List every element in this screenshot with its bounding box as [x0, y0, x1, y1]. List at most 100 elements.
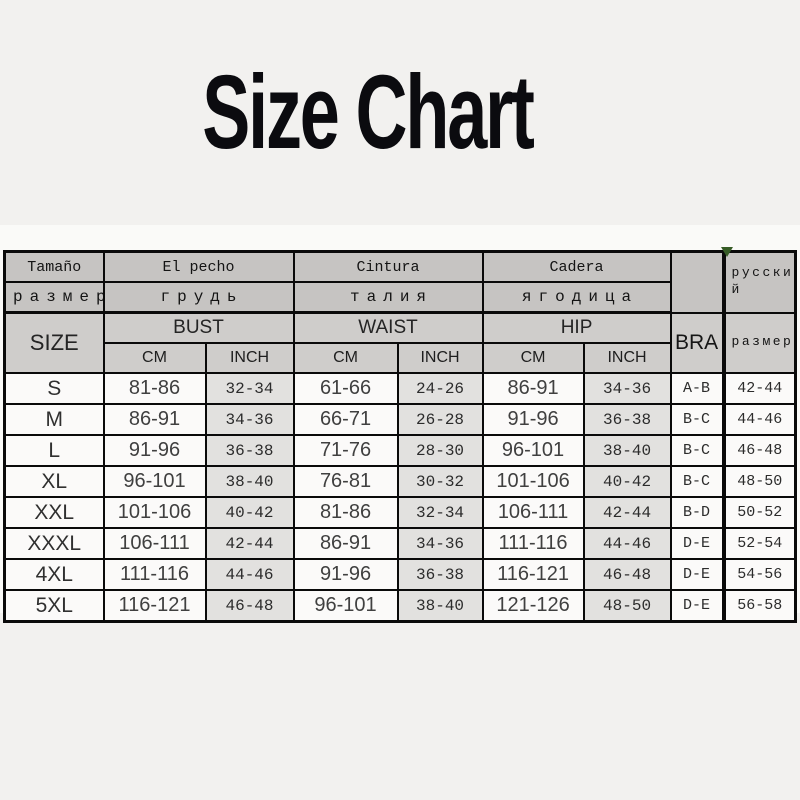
header-size-ru: размер: [3, 281, 105, 314]
waist-inch-cell: 32-34: [396, 496, 484, 529]
waist-inch-cell: 30-32: [396, 465, 484, 498]
header-row-english: SIZE BUST WAIST HIP BRA размер: [3, 311, 797, 374]
waist-cm-cell: 71-76: [292, 434, 399, 467]
hip-inch-label: INCH: [582, 342, 672, 374]
bust-cm-cell: 86-91: [102, 403, 207, 436]
waist-inch-cell: 28-30: [396, 434, 484, 467]
bra-cell: B-C: [669, 465, 725, 498]
table-row-4xl: 4XL 111-116 44-46 91-96 36-38 116-121 46…: [3, 558, 797, 591]
ru-size-cell: 50-52: [721, 496, 797, 529]
green-corner-marker-icon: [721, 247, 733, 257]
header-size-en: SIZE: [3, 311, 105, 374]
header-waist-ru: талия: [292, 281, 484, 314]
size-cell: S: [3, 372, 105, 405]
table-row-xxxl: XXXL 106-111 42-44 86-91 34-36 111-116 4…: [3, 527, 797, 560]
hip-cm-cell: 106-111: [481, 496, 585, 529]
waist-cm-cell: 66-71: [292, 403, 399, 436]
hip-cm-cell: 96-101: [481, 434, 585, 467]
table-row-s: S 81-86 32-34 61-66 24-26 86-91 34-36 A-…: [3, 372, 797, 405]
bra-cell: D-E: [669, 558, 725, 591]
size-cell: L: [3, 434, 105, 467]
bust-cm-cell: 96-101: [102, 465, 207, 498]
bra-cell: B-D: [669, 496, 725, 529]
bra-cell: A-B: [669, 372, 725, 405]
waist-inch-cell: 36-38: [396, 558, 484, 591]
size-cell: XXL: [3, 496, 105, 529]
size-cell: XXXL: [3, 527, 105, 560]
waist-inch-cell: 26-28: [396, 403, 484, 436]
bust-inch-cell: 40-42: [204, 496, 295, 529]
bra-cell: D-E: [669, 527, 725, 560]
bust-cm-cell: 101-106: [102, 496, 207, 529]
table-row-l: L 91-96 36-38 71-76 28-30 96-101 38-40 B…: [3, 434, 797, 467]
bust-inch-cell: 36-38: [204, 434, 295, 467]
hip-cm-label: CM: [481, 342, 585, 374]
header-russian-column-subtitle: размер: [721, 311, 797, 374]
waist-inch-cell: 38-40: [396, 589, 484, 623]
waist-cm-cell: 61-66: [292, 372, 399, 405]
table-row-xxl: XXL 101-106 40-42 81-86 32-34 106-111 42…: [3, 496, 797, 529]
hip-cm-cell: 116-121: [481, 558, 585, 591]
header-waist-es: Cintura: [292, 250, 484, 283]
bust-cm-cell: 111-116: [102, 558, 207, 591]
bust-cm-cell: 116-121: [102, 589, 207, 623]
ru-size-cell: 46-48: [721, 434, 797, 467]
size-chart-table: Tamaño El pecho Cintura Cadera русский р…: [3, 250, 798, 623]
hip-inch-cell: 36-38: [582, 403, 672, 436]
waist-inch-cell: 24-26: [396, 372, 484, 405]
size-cell: XL: [3, 465, 105, 498]
ru-size-cell: 48-50: [721, 465, 797, 498]
page-title-wrap: Size Chart: [0, 60, 768, 165]
bust-cm-label: CM: [102, 342, 207, 374]
hip-cm-cell: 121-126: [481, 589, 585, 623]
hip-inch-cell: 34-36: [582, 372, 672, 405]
bust-inch-label: INCH: [204, 342, 295, 374]
header-row-units: CM INCH CM INCH CM INCH: [5, 342, 796, 374]
header-waist-en: WAIST: [292, 311, 484, 344]
hip-cm-cell: 111-116: [481, 527, 585, 560]
bra-cell: B-C: [669, 434, 725, 467]
page-title: Size Chart: [202, 53, 536, 172]
ru-size-cell: 52-54: [721, 527, 797, 560]
bust-inch-cell: 44-46: [204, 558, 295, 591]
waist-cm-cell: 91-96: [292, 558, 399, 591]
table-row-5xl: 5XL 116-121 46-48 96-101 38-40 121-126 4…: [3, 589, 797, 623]
hip-cm-cell: 101-106: [481, 465, 585, 498]
size-cell: 4XL: [3, 558, 105, 591]
ru-size-cell: 44-46: [721, 403, 797, 436]
bra-cell: D-E: [669, 589, 725, 623]
header-hip-ru: ягодица: [481, 281, 672, 314]
waist-inch-cell: 34-36: [396, 527, 484, 560]
ru-size-cell: 42-44: [721, 372, 797, 405]
header-bra-empty-cell: [669, 250, 725, 314]
header-bust-ru: грудь: [102, 281, 295, 314]
hip-inch-cell: 40-42: [582, 465, 672, 498]
table-row-xl: XL 96-101 38-40 76-81 30-32 101-106 40-4…: [3, 465, 797, 498]
hip-cm-cell: 86-91: [481, 372, 585, 405]
hip-inch-cell: 38-40: [582, 434, 672, 467]
hip-cm-cell: 91-96: [481, 403, 585, 436]
hip-inch-cell: 44-46: [582, 527, 672, 560]
waist-cm-cell: 86-91: [292, 527, 399, 560]
bra-cell: B-C: [669, 403, 725, 436]
header-bust-es: El pecho: [102, 250, 295, 283]
hip-inch-cell: 48-50: [582, 589, 672, 623]
ru-size-cell: 54-56: [721, 558, 797, 591]
waist-inch-label: INCH: [396, 342, 484, 374]
waist-cm-cell: 81-86: [292, 496, 399, 529]
header-bust-en: BUST: [102, 311, 295, 344]
waist-cm-label: CM: [292, 342, 399, 374]
header-row-russian: размер грудь талия ягодица: [3, 281, 796, 314]
table-row-m: M 86-91 34-36 66-71 26-28 91-96 36-38 B-…: [3, 403, 797, 436]
header-hip-en: HIP: [481, 311, 672, 344]
size-cell: M: [3, 403, 105, 436]
waist-cm-cell: 76-81: [292, 465, 399, 498]
header-row-spanish: Tamaño El pecho Cintura Cadera русский: [3, 250, 797, 314]
waist-cm-cell: 96-101: [292, 589, 399, 623]
bust-inch-cell: 34-36: [204, 403, 295, 436]
header-russian-column-title: русский: [721, 250, 797, 314]
bust-cm-cell: 81-86: [102, 372, 207, 405]
header-hip-es: Cadera: [481, 250, 672, 283]
size-cell: 5XL: [3, 589, 105, 623]
